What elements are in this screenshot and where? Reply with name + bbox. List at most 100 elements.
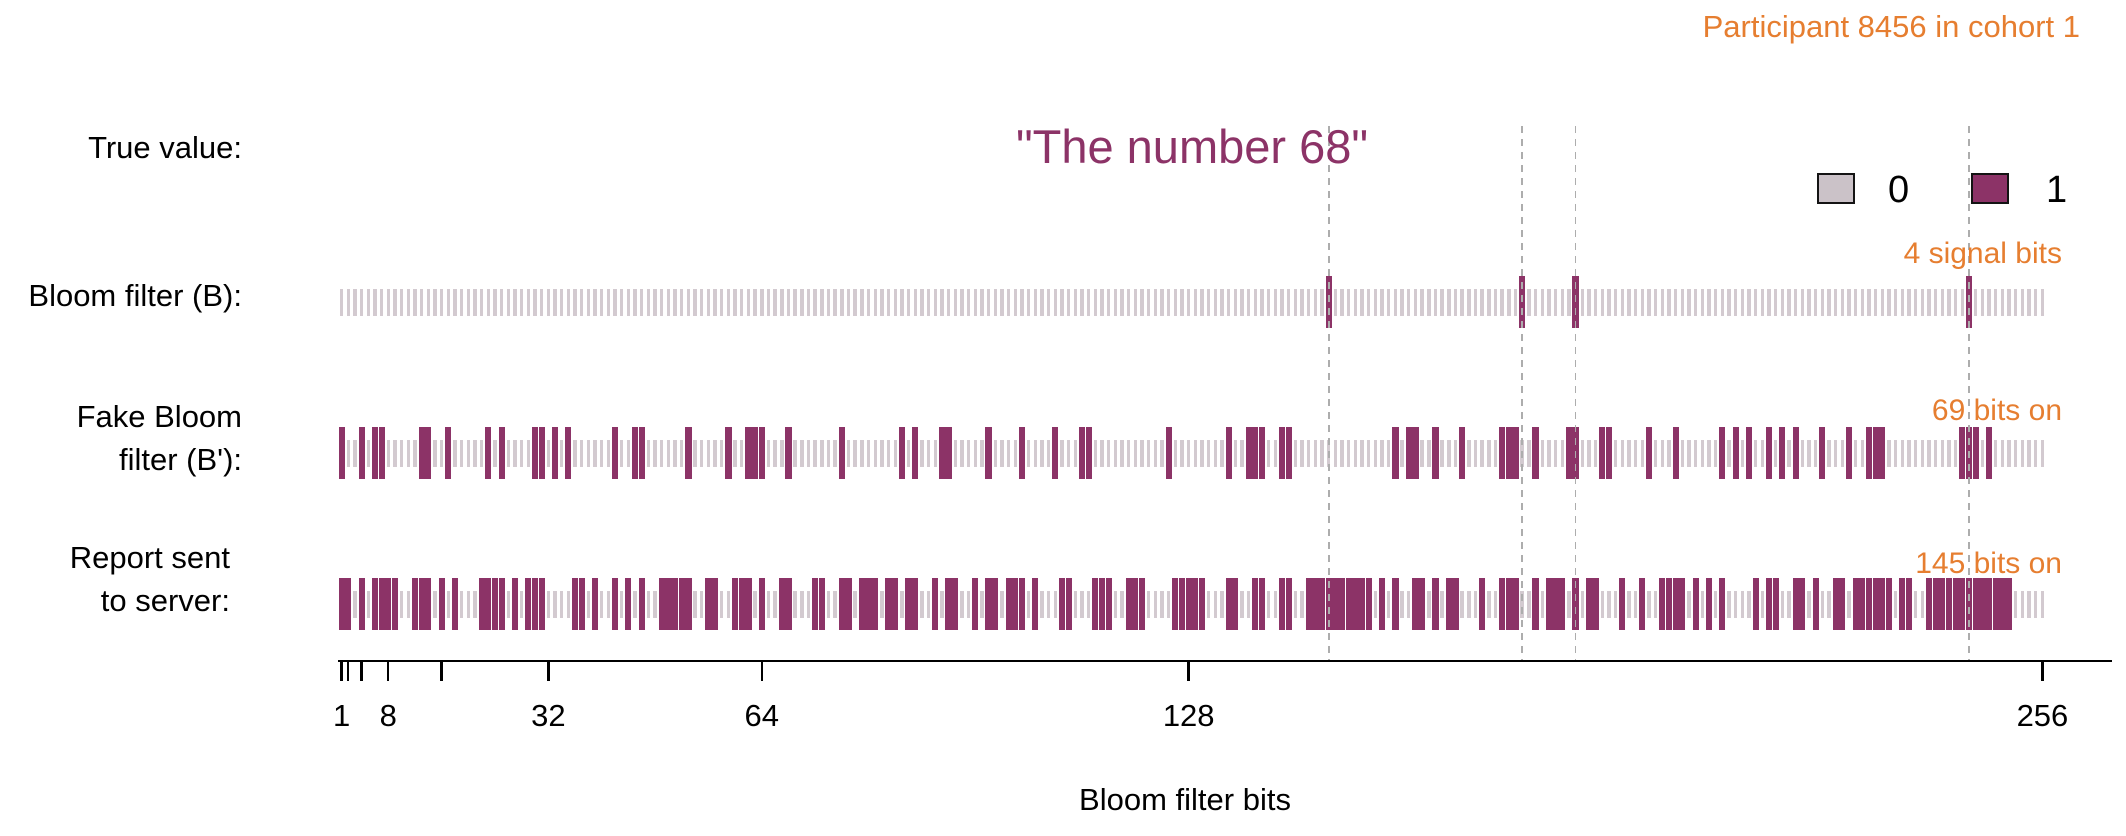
bit-off xyxy=(1173,288,1178,316)
bit-off xyxy=(1767,288,1771,316)
bit-on xyxy=(1379,578,1386,630)
report-label-line1: Report sent xyxy=(69,540,230,575)
bit-off xyxy=(960,288,964,316)
true-value-row-label: True value: xyxy=(88,130,242,165)
bit-off xyxy=(640,288,644,316)
bit-off xyxy=(1453,439,1458,467)
bit-off xyxy=(826,590,831,618)
bit-off xyxy=(826,288,831,316)
bit-off xyxy=(653,288,657,316)
bit-on xyxy=(1058,578,1066,630)
bit-off xyxy=(1820,590,1825,618)
bit-on xyxy=(491,578,499,630)
bit-on xyxy=(972,578,979,630)
bit-off xyxy=(886,288,891,316)
bit-off xyxy=(1460,288,1464,316)
bit-off xyxy=(1713,288,1718,316)
bit-off xyxy=(1013,288,1017,316)
bit-off xyxy=(1633,288,1638,316)
bit-off xyxy=(1713,590,1718,618)
bit-off xyxy=(1066,439,1071,467)
bit-on xyxy=(1952,578,1959,630)
bit-off xyxy=(473,590,477,618)
bit-on xyxy=(358,578,365,630)
bit-off xyxy=(773,439,777,467)
bit-off xyxy=(1807,439,1811,467)
bit-on xyxy=(1098,578,1106,630)
signal-bit-guide-line xyxy=(1968,126,1970,660)
bit-on xyxy=(638,427,645,479)
bit-off xyxy=(1006,439,1011,467)
bit-off xyxy=(1740,439,1744,467)
bit-off xyxy=(1827,439,1831,467)
bit-off xyxy=(1587,288,1591,316)
bit-off xyxy=(519,439,524,467)
bit-off xyxy=(1667,439,1671,467)
bit-off xyxy=(1527,288,1531,316)
bit-off xyxy=(846,439,851,467)
bit-off xyxy=(1340,439,1344,467)
bit-off xyxy=(800,288,804,316)
bit-off xyxy=(966,439,971,467)
bit-off xyxy=(946,288,951,316)
bit-on xyxy=(378,427,385,479)
bit-off xyxy=(1427,439,1431,467)
bit-off xyxy=(1500,288,1504,316)
bit-off xyxy=(1887,288,1891,316)
bit-on xyxy=(932,578,939,630)
bit-off xyxy=(1267,439,1271,467)
bit-off xyxy=(1213,288,1218,316)
bit-off xyxy=(633,590,637,618)
bit-on xyxy=(678,578,685,630)
axis-tick xyxy=(2041,660,2044,681)
bit-on xyxy=(1365,578,1372,630)
bit-on xyxy=(531,578,539,630)
bit-off xyxy=(1733,590,1738,618)
bit-off xyxy=(1620,288,1624,316)
bit-off xyxy=(1413,288,1418,316)
bit-off xyxy=(406,590,410,618)
bit-off xyxy=(1200,439,1204,467)
bit-on xyxy=(1012,578,1019,630)
bit-on xyxy=(498,427,505,479)
bit-off xyxy=(953,439,957,467)
bit-off xyxy=(2027,288,2031,316)
bit-off xyxy=(1760,590,1764,618)
bit-on xyxy=(1125,578,1132,630)
bit-off xyxy=(1427,590,1431,618)
bit-off xyxy=(473,288,477,316)
bit-off xyxy=(439,439,444,467)
bit-off xyxy=(486,288,491,316)
bit-on xyxy=(812,578,819,630)
bit-off xyxy=(2034,590,2038,618)
bit-off xyxy=(1160,439,1164,467)
true-value-text: "The number 68" xyxy=(1015,120,1369,173)
bit-off xyxy=(1820,288,1825,316)
bit-off xyxy=(733,288,737,316)
bit-on xyxy=(1252,578,1259,630)
bit-off xyxy=(1307,439,1311,467)
bit-off xyxy=(1713,439,1718,467)
bit-off xyxy=(413,288,417,316)
bit-on xyxy=(1278,427,1286,479)
bit-off xyxy=(706,439,711,467)
bit-on xyxy=(1979,578,1986,630)
bit-off xyxy=(726,288,731,316)
bit-off xyxy=(1293,590,1298,618)
bit-off xyxy=(466,288,471,316)
bit-off xyxy=(1193,288,1198,316)
bit-off xyxy=(1760,288,1764,316)
bit-off xyxy=(1727,288,1731,316)
bit-off xyxy=(573,439,577,467)
bit-off xyxy=(1086,288,1091,316)
x-axis-title: Bloom filter bits xyxy=(1079,782,1291,817)
bit-on xyxy=(1792,427,1799,479)
bit-off xyxy=(806,288,811,316)
bit-on xyxy=(1672,427,1679,479)
bit-on xyxy=(571,578,579,630)
bit-off xyxy=(1053,288,1057,316)
bit-off xyxy=(1480,288,1484,316)
bit-off xyxy=(1667,288,1671,316)
bit-off xyxy=(1293,288,1298,316)
bit-off xyxy=(560,590,564,618)
